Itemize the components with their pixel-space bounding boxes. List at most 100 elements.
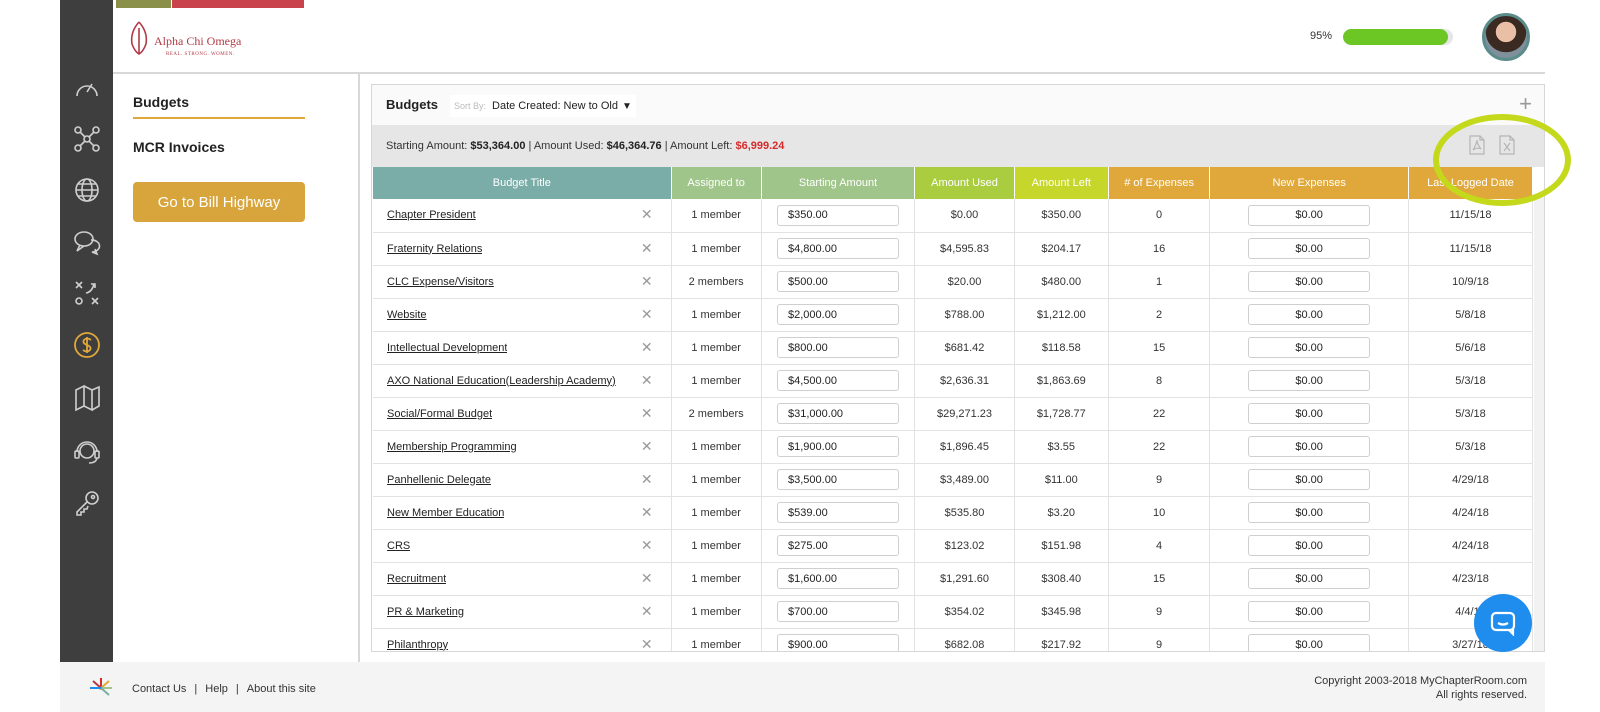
delete-icon[interactable]: ✕ [640, 272, 653, 289]
budget-title-link[interactable]: Membership Programming [387, 440, 517, 453]
starting-amount-input[interactable] [777, 535, 899, 556]
chat-icon[interactable] [72, 227, 102, 257]
starting-amount-input[interactable] [777, 469, 899, 490]
budget-title-link[interactable]: CRS [387, 539, 411, 552]
starting-amount-input[interactable] [777, 370, 899, 391]
budget-title-link[interactable]: Chapter President [387, 209, 476, 222]
new-expenses-input[interactable] [1248, 238, 1371, 259]
nav-mcr-invoices[interactable]: MCR Invoices [133, 139, 225, 155]
expense-count-cell: 10 [1108, 496, 1211, 530]
delete-icon[interactable]: ✕ [640, 437, 653, 454]
column-header[interactable]: New Expenses [1209, 167, 1409, 199]
amount-used-cell: $681.42 [914, 331, 1015, 365]
table-scrollbar[interactable] [1534, 197, 1544, 651]
new-expenses-input[interactable] [1248, 403, 1371, 424]
books-icon[interactable] [72, 382, 102, 412]
dashboard-icon[interactable] [72, 74, 102, 104]
starting-amount-input[interactable] [777, 634, 899, 651]
globe-icon[interactable] [72, 175, 102, 205]
table-body: Chapter President✕1 member$0.00$350.0001… [373, 199, 1533, 652]
budget-title-link[interactable]: New Member Education [387, 506, 505, 519]
starting-amount-input[interactable] [777, 568, 899, 589]
starting-amount-input[interactable] [777, 271, 899, 292]
strategy-icon[interactable] [72, 278, 102, 308]
support-icon[interactable] [72, 436, 102, 466]
new-expenses-input[interactable] [1248, 568, 1371, 589]
budget-title-link[interactable]: Website [387, 308, 427, 321]
footer-contact-link[interactable]: Contact Us [132, 683, 187, 695]
table-row: Social/Formal Budget ✕ 2 members $29,271.23… [373, 397, 1533, 431]
new-expenses-input[interactable] [1248, 271, 1371, 292]
budget-title-link[interactable]: Panhellenic Delegate [387, 473, 491, 486]
starting-amount-input[interactable] [777, 502, 899, 523]
starting-amount-input[interactable] [777, 337, 899, 358]
budgets-table: Budget Title Assigned to Starting Amount Am… [373, 167, 1533, 652]
expense-count-cell: 4 [1108, 529, 1211, 563]
delete-icon[interactable]: ✕ [640, 338, 653, 355]
starting-amount-input[interactable] [777, 436, 899, 457]
column-header[interactable]: # of Expenses [1108, 167, 1211, 199]
delete-icon[interactable]: ✕ [640, 239, 653, 256]
assigned-cell: 1 member [671, 232, 762, 266]
starting-amount-input[interactable] [777, 304, 899, 325]
delete-icon[interactable]: ✕ [640, 602, 653, 619]
column-header[interactable]: Budget Title [373, 167, 672, 199]
footer-about-link[interactable]: About this site [246, 683, 316, 695]
new-expenses-input[interactable] [1248, 535, 1371, 556]
avatar[interactable] [1482, 13, 1530, 61]
column-header[interactable]: Amount Used [914, 167, 1015, 199]
starting-amount-input[interactable] [777, 204, 899, 226]
key-icon[interactable] [72, 488, 102, 518]
bill-highway-button[interactable]: Go to Bill Highway [133, 182, 305, 222]
new-expenses-input[interactable] [1248, 469, 1371, 490]
starting-amount-input[interactable] [777, 238, 899, 259]
sort-select[interactable]: Sort By: Date Created: New to Old ▼ [450, 95, 636, 117]
budget-title-link[interactable]: Philanthropy [387, 638, 449, 651]
budget-title-link[interactable]: Fraternity Relations [387, 242, 483, 255]
budget-title-cell: New Member Education ✕ [373, 496, 672, 530]
delete-icon[interactable]: ✕ [640, 503, 653, 520]
starting-amount-input[interactable] [777, 403, 899, 424]
nav-budgets[interactable]: Budgets [133, 94, 189, 110]
new-expenses-input[interactable] [1248, 337, 1371, 358]
budget-title-link[interactable]: CLC Expense/Visitors [387, 275, 494, 288]
last-logged-date-cell: 11/15/18 [1408, 232, 1533, 266]
budget-title-link[interactable]: AXO National Education(Leadership Academ… [387, 374, 616, 387]
column-header[interactable]: Starting Amount [761, 167, 916, 199]
new-expenses-input[interactable] [1248, 370, 1371, 391]
starting-amount-input[interactable] [777, 601, 899, 622]
sort-label: Sort By: [454, 101, 487, 111]
new-expenses-input[interactable] [1248, 601, 1371, 622]
delete-icon[interactable]: ✕ [640, 404, 653, 421]
delete-icon[interactable]: ✕ [640, 470, 653, 487]
amount-left-cell: $151.98 [1014, 529, 1109, 563]
amount-used-cell: $1,291.60 [914, 562, 1015, 596]
delete-icon[interactable]: ✕ [640, 569, 653, 586]
assigned-cell: 1 member [671, 331, 762, 365]
column-header[interactable]: Amount Left [1014, 167, 1109, 199]
new-expenses-input[interactable] [1248, 634, 1371, 651]
dollar-icon[interactable] [72, 330, 102, 360]
budget-title-link[interactable]: Social/Formal Budget [387, 407, 493, 420]
delete-icon[interactable]: ✕ [640, 536, 653, 553]
budget-title-link[interactable]: PR & Marketing [387, 605, 465, 618]
budget-title-link[interactable]: Recruitment [387, 572, 447, 585]
new-expenses-input[interactable] [1248, 204, 1371, 226]
add-budget-button[interactable]: + [1519, 91, 1532, 116]
column-header[interactable]: Assigned to [671, 167, 762, 199]
new-expenses-input[interactable] [1248, 304, 1371, 325]
brand-logo[interactable]: Alpha Chi Omega REAL. STRONG. WOMEN. [126, 18, 266, 62]
delete-icon[interactable]: ✕ [640, 635, 653, 652]
expense-count-cell: 1 [1108, 265, 1211, 299]
network-icon[interactable] [72, 124, 102, 154]
new-expenses-input[interactable] [1248, 436, 1371, 457]
footer-help-link[interactable]: Help [205, 683, 228, 695]
table-row: Membership Programming ✕ 1 member $1,896.45… [373, 430, 1533, 464]
last-logged-date-cell: 5/3/18 [1408, 397, 1533, 431]
budget-title-link[interactable]: Intellectual Development [387, 341, 508, 354]
delete-icon[interactable]: ✕ [640, 371, 653, 388]
new-expenses-input[interactable] [1248, 502, 1371, 523]
delete-icon[interactable]: ✕ [640, 206, 653, 222]
chat-launcher-button[interactable] [1474, 594, 1532, 652]
delete-icon[interactable]: ✕ [640, 305, 653, 322]
